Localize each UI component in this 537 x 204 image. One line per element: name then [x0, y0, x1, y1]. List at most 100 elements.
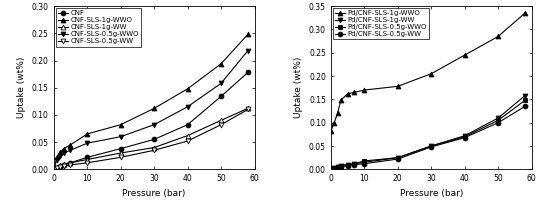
Pd/CNF-SLS-0.5g-WW	[395, 158, 401, 160]
CNF-SLS-1g-WWO	[61, 147, 67, 150]
Pd/CNF-SLS-0.5g-WW	[361, 163, 367, 165]
Pd/CNF-SLS-0.5g-WWO	[461, 135, 468, 138]
Legend: Pd/CNF-SLS-1g-WWO, Pd/CNF-SLS-1g-WW, Pd/CNF-SLS-0.5g-WWO, Pd/CNF-SLS-0.5g-WW: Pd/CNF-SLS-1g-WWO, Pd/CNF-SLS-1g-WW, Pd/…	[333, 8, 429, 40]
Y-axis label: Uptake (wt%): Uptake (wt%)	[17, 57, 26, 118]
Pd/CNF-SLS-0.5g-WW	[331, 168, 337, 170]
CNF	[57, 165, 63, 168]
Line: CNF-SLS-1g-WWO: CNF-SLS-1g-WWO	[51, 32, 250, 172]
CNF	[218, 95, 224, 98]
Pd/CNF-SLS-1g-WWO	[351, 91, 358, 94]
CNF-SLS-0.5g-WW	[57, 166, 63, 168]
CNF-SLS-1g-WWO	[118, 123, 124, 126]
Pd/CNF-SLS-1g-WW	[338, 164, 344, 167]
CNF-SLS-0.5g-WW	[118, 156, 124, 159]
Pd/CNF-SLS-0.5g-WWO	[328, 168, 334, 171]
CNF	[84, 156, 90, 159]
CNF-SLS-0.5g-WWO	[67, 149, 74, 152]
Pd/CNF-SLS-1g-WWO	[522, 12, 528, 14]
CNF-SLS-1g-WW	[57, 164, 63, 166]
CNF-SLS-0.5g-WWO	[244, 50, 251, 52]
Pd/CNF-SLS-1g-WWO	[328, 130, 334, 132]
Legend: CNF, CNF-SLS-1g-WWO, CNF-SLS-1g-WW, CNF-SLS-0.5g-WWO, CNF-SLS-0.5g-WW: CNF, CNF-SLS-1g-WWO, CNF-SLS-1g-WW, CNF-…	[56, 8, 141, 47]
Line: Pd/CNF-SLS-1g-WWO: Pd/CNF-SLS-1g-WWO	[329, 11, 527, 133]
Line: CNF-SLS-1g-WW: CNF-SLS-1g-WW	[51, 106, 250, 172]
CNF-SLS-1g-WWO	[218, 63, 224, 65]
Pd/CNF-SLS-0.5g-WW	[428, 146, 434, 148]
CNF-SLS-1g-WW	[151, 146, 157, 149]
CNF-SLS-1g-WW	[50, 168, 57, 171]
CNF-SLS-0.5g-WW	[218, 123, 224, 126]
Line: CNF-SLS-0.5g-WW: CNF-SLS-0.5g-WW	[51, 107, 250, 172]
Pd/CNF-SLS-1g-WWO	[361, 89, 367, 91]
Text: a): a)	[62, 11, 72, 20]
Pd/CNF-SLS-1g-WW	[335, 166, 341, 168]
CNF-SLS-0.5g-WWO	[54, 158, 60, 161]
X-axis label: Pressure (bar): Pressure (bar)	[400, 189, 463, 198]
Pd/CNF-SLS-0.5g-WWO	[395, 156, 401, 159]
Pd/CNF-SLS-0.5g-WWO	[522, 99, 528, 102]
CNF-SLS-0.5g-WWO	[84, 142, 90, 144]
Pd/CNF-SLS-1g-WW	[344, 163, 351, 166]
CNF-SLS-0.5g-WWO	[151, 123, 157, 126]
CNF-SLS-1g-WW	[218, 119, 224, 122]
Pd/CNF-SLS-0.5g-WW	[328, 168, 334, 171]
CNF-SLS-0.5g-WW	[244, 108, 251, 111]
CNF-SLS-0.5g-WWO	[50, 168, 57, 171]
Pd/CNF-SLS-1g-WW	[395, 156, 401, 159]
CNF-SLS-0.5g-WWO	[218, 82, 224, 85]
CNF-SLS-1g-WWO	[244, 33, 251, 36]
CNF-SLS-0.5g-WW	[151, 149, 157, 152]
CNF-SLS-1g-WWO	[54, 156, 60, 159]
CNF	[54, 167, 60, 170]
CNF-SLS-0.5g-WW	[50, 168, 57, 171]
Pd/CNF-SLS-1g-WW	[461, 134, 468, 137]
Pd/CNF-SLS-1g-WWO	[338, 99, 344, 102]
CNF-SLS-1g-WW	[67, 162, 74, 164]
Line: Pd/CNF-SLS-0.5g-WW: Pd/CNF-SLS-0.5g-WW	[329, 104, 527, 172]
CNF-SLS-1g-WWO	[67, 144, 74, 146]
Pd/CNF-SLS-1g-WW	[361, 161, 367, 164]
Pd/CNF-SLS-0.5g-WWO	[351, 163, 358, 165]
Pd/CNF-SLS-0.5g-WW	[522, 105, 528, 108]
Pd/CNF-SLS-0.5g-WWO	[361, 160, 367, 162]
CNF-SLS-0.5g-WWO	[184, 105, 191, 108]
Pd/CNF-SLS-0.5g-WWO	[331, 167, 337, 170]
Pd/CNF-SLS-0.5g-WWO	[344, 163, 351, 166]
Pd/CNF-SLS-1g-WW	[428, 145, 434, 147]
Pd/CNF-SLS-0.5g-WW	[338, 166, 344, 168]
CNF	[67, 162, 74, 164]
CNF-SLS-0.5g-WWO	[118, 135, 124, 138]
Pd/CNF-SLS-0.5g-WWO	[335, 166, 341, 168]
Pd/CNF-SLS-0.5g-WWO	[338, 164, 344, 167]
Pd/CNF-SLS-0.5g-WWO	[495, 119, 502, 122]
CNF-SLS-1g-WW	[118, 152, 124, 154]
Pd/CNF-SLS-1g-WWO	[428, 72, 434, 75]
Pd/CNF-SLS-0.5g-WW	[344, 164, 351, 167]
Pd/CNF-SLS-0.5g-WW	[335, 167, 341, 169]
CNF-SLS-1g-WW	[84, 158, 90, 161]
Pd/CNF-SLS-1g-WW	[522, 94, 528, 97]
CNF-SLS-0.5g-WW	[184, 140, 191, 142]
Pd/CNF-SLS-0.5g-WW	[351, 163, 358, 166]
Line: Pd/CNF-SLS-0.5g-WWO: Pd/CNF-SLS-0.5g-WWO	[329, 98, 527, 172]
Pd/CNF-SLS-0.5g-WW	[495, 121, 502, 124]
Line: Pd/CNF-SLS-1g-WW: Pd/CNF-SLS-1g-WW	[329, 93, 527, 172]
CNF-SLS-1g-WWO	[184, 88, 191, 90]
CNF-SLS-1g-WW	[61, 163, 67, 165]
CNF-SLS-1g-WWO	[151, 107, 157, 110]
CNF	[61, 164, 67, 166]
X-axis label: Pressure (bar): Pressure (bar)	[122, 189, 186, 198]
CNF-SLS-1g-WW	[184, 134, 191, 137]
Pd/CNF-SLS-1g-WWO	[335, 112, 341, 115]
CNF	[184, 123, 191, 126]
CNF-SLS-0.5g-WWO	[57, 154, 63, 157]
Pd/CNF-SLS-1g-WWO	[461, 54, 468, 56]
CNF	[244, 71, 251, 74]
CNF-SLS-0.5g-WW	[84, 162, 90, 164]
Line: CNF-SLS-0.5g-WWO: CNF-SLS-0.5g-WWO	[51, 48, 250, 172]
CNF-SLS-0.5g-WW	[61, 165, 67, 167]
CNF	[118, 147, 124, 150]
Pd/CNF-SLS-0.5g-WWO	[428, 145, 434, 147]
Y-axis label: Uptake (wt%): Uptake (wt%)	[294, 57, 303, 118]
Pd/CNF-SLS-1g-WWO	[395, 85, 401, 88]
